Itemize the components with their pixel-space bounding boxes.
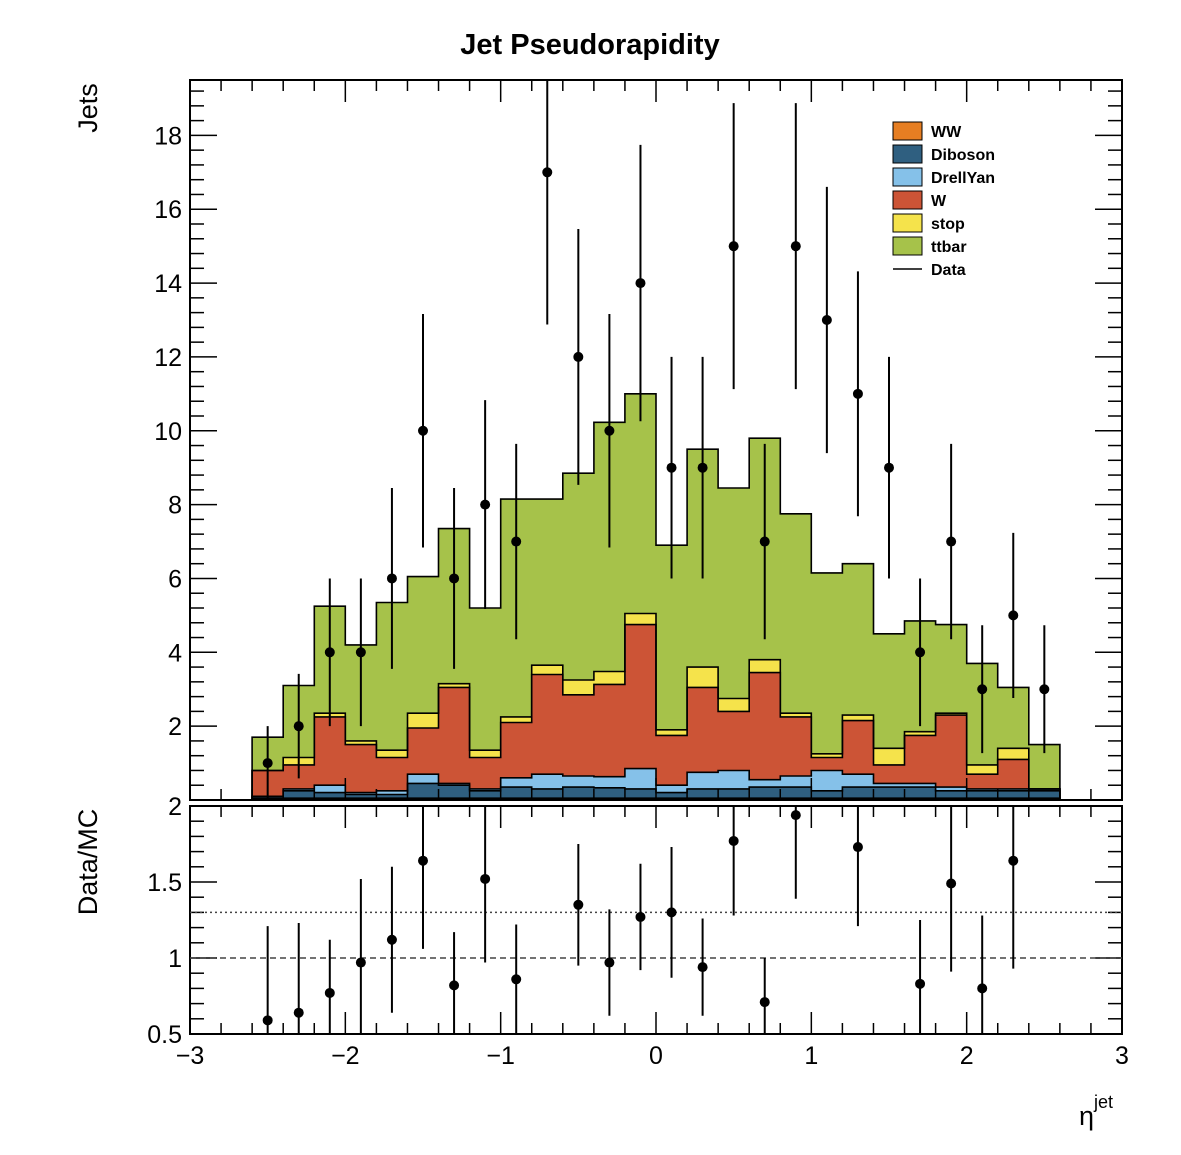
lower-y-tick-label: 2 — [168, 793, 182, 821]
data-point — [697, 462, 708, 473]
upper-y-tick-label: 4 — [168, 639, 182, 667]
data-point — [759, 536, 770, 547]
legend-label-ww: WW — [931, 124, 962, 141]
upper-y-tick-label: 2 — [168, 713, 182, 741]
ratio-point — [573, 899, 584, 910]
ratio-point — [697, 962, 708, 973]
ratio-point — [946, 878, 957, 889]
data-point — [884, 462, 894, 473]
data-point — [604, 425, 615, 436]
x-axis-label-superscript: jet — [1093, 1092, 1113, 1112]
data-point — [946, 536, 957, 547]
data-point — [418, 425, 428, 436]
legend-swatch-stop — [892, 213, 923, 233]
ratio-point — [915, 978, 926, 989]
lower-y-tick-label: 1 — [168, 945, 182, 973]
ratio-point — [604, 957, 615, 968]
upper-y-tick-label: 6 — [168, 565, 182, 593]
ratio-point — [790, 810, 801, 821]
data-point — [480, 499, 491, 510]
x-tick-label: 0 — [649, 1042, 663, 1070]
data-point — [977, 684, 988, 695]
lower-y-tick-label: 1.5 — [147, 869, 182, 897]
legend-label-diboson: Diboson — [931, 147, 995, 164]
stack-stop-outline — [190, 612, 1122, 801]
data-point — [386, 573, 397, 584]
ratio-point — [852, 842, 863, 853]
legend-swatch-ttbar — [892, 236, 923, 256]
ratio-point — [355, 957, 366, 968]
chart-title: Jet Pseudorapidity — [460, 29, 719, 61]
upper-panel: 2 4 6 8 10 12 14 16 18 — [154, 79, 1123, 801]
legend-label-drellyan: DrellYan — [931, 170, 995, 187]
x-tick-label: −1 — [486, 1042, 515, 1070]
ratio-point — [759, 997, 770, 1008]
data-point — [542, 167, 553, 178]
data-point — [511, 536, 522, 547]
y-axis-label-bottom: Data/MC — [73, 809, 103, 916]
stack-ttbar-outline — [190, 393, 1122, 801]
data-point — [635, 278, 646, 289]
upper-y-tick-label: 12 — [154, 344, 182, 372]
ratio-point — [480, 873, 491, 884]
legend-swatch-w — [892, 190, 923, 210]
y-axis-label-top: Jets — [73, 83, 103, 133]
upper-y-tick-label: 16 — [154, 196, 182, 224]
ratio-point — [449, 980, 460, 991]
legend-label-w: W — [931, 193, 947, 210]
ratio-point — [728, 835, 739, 846]
data-point — [573, 351, 584, 362]
ratio-point — [293, 1007, 304, 1018]
x-tick-label: −2 — [331, 1042, 360, 1070]
x-tick-label: 1 — [804, 1042, 818, 1070]
upper-y-tick-label: 18 — [154, 122, 182, 150]
data-point — [1039, 684, 1050, 695]
legend-label-stop: stop — [931, 216, 965, 233]
ratio-point — [386, 934, 397, 945]
data-point — [262, 758, 273, 769]
ratio-point — [1008, 855, 1019, 866]
data-point — [355, 647, 366, 658]
ratio-point — [418, 855, 428, 866]
data-point — [666, 462, 677, 473]
x-tick-label: 3 — [1115, 1042, 1129, 1070]
upper-y-tick-label: 14 — [154, 270, 182, 298]
upper-y-tick-label: 8 — [168, 492, 182, 520]
x-tick-label: 2 — [960, 1042, 974, 1070]
ratio-point — [262, 1015, 273, 1026]
stack-stop-fill — [190, 613, 1122, 800]
data-point — [293, 721, 304, 732]
ratio-point — [511, 974, 522, 985]
data-point — [821, 315, 832, 325]
legend-swatch-ww — [892, 121, 923, 141]
ratio-point — [666, 907, 677, 918]
x-tick-label: −3 — [176, 1042, 205, 1070]
data-point — [852, 388, 863, 399]
data-point — [790, 241, 801, 252]
legend-label-ttbar: ttbar — [931, 239, 967, 256]
data-point — [449, 573, 460, 584]
x-axis-label: ηjet — [1079, 1092, 1113, 1131]
upper-y-tick-label: 10 — [154, 418, 182, 446]
x-axis-label-main: η — [1079, 1101, 1094, 1131]
stack-ttbar-fill — [190, 393, 1122, 800]
lower-y-tick-label: 0.5 — [147, 1021, 182, 1049]
ratio-point — [977, 983, 988, 994]
data-point — [728, 241, 739, 252]
ratio-point — [324, 987, 335, 998]
data-point — [324, 647, 335, 658]
legend-label-data: Data — [931, 262, 966, 279]
lower-panel: 0.5 1 1.5 2 −3 −2 −1 0 1 2 3 — [147, 793, 1129, 1070]
data-point — [1008, 610, 1019, 621]
legend-swatch-diboson — [892, 144, 923, 164]
legend-swatch-drellyan — [892, 167, 923, 187]
ratio-point — [635, 911, 646, 922]
data-point — [915, 647, 926, 658]
